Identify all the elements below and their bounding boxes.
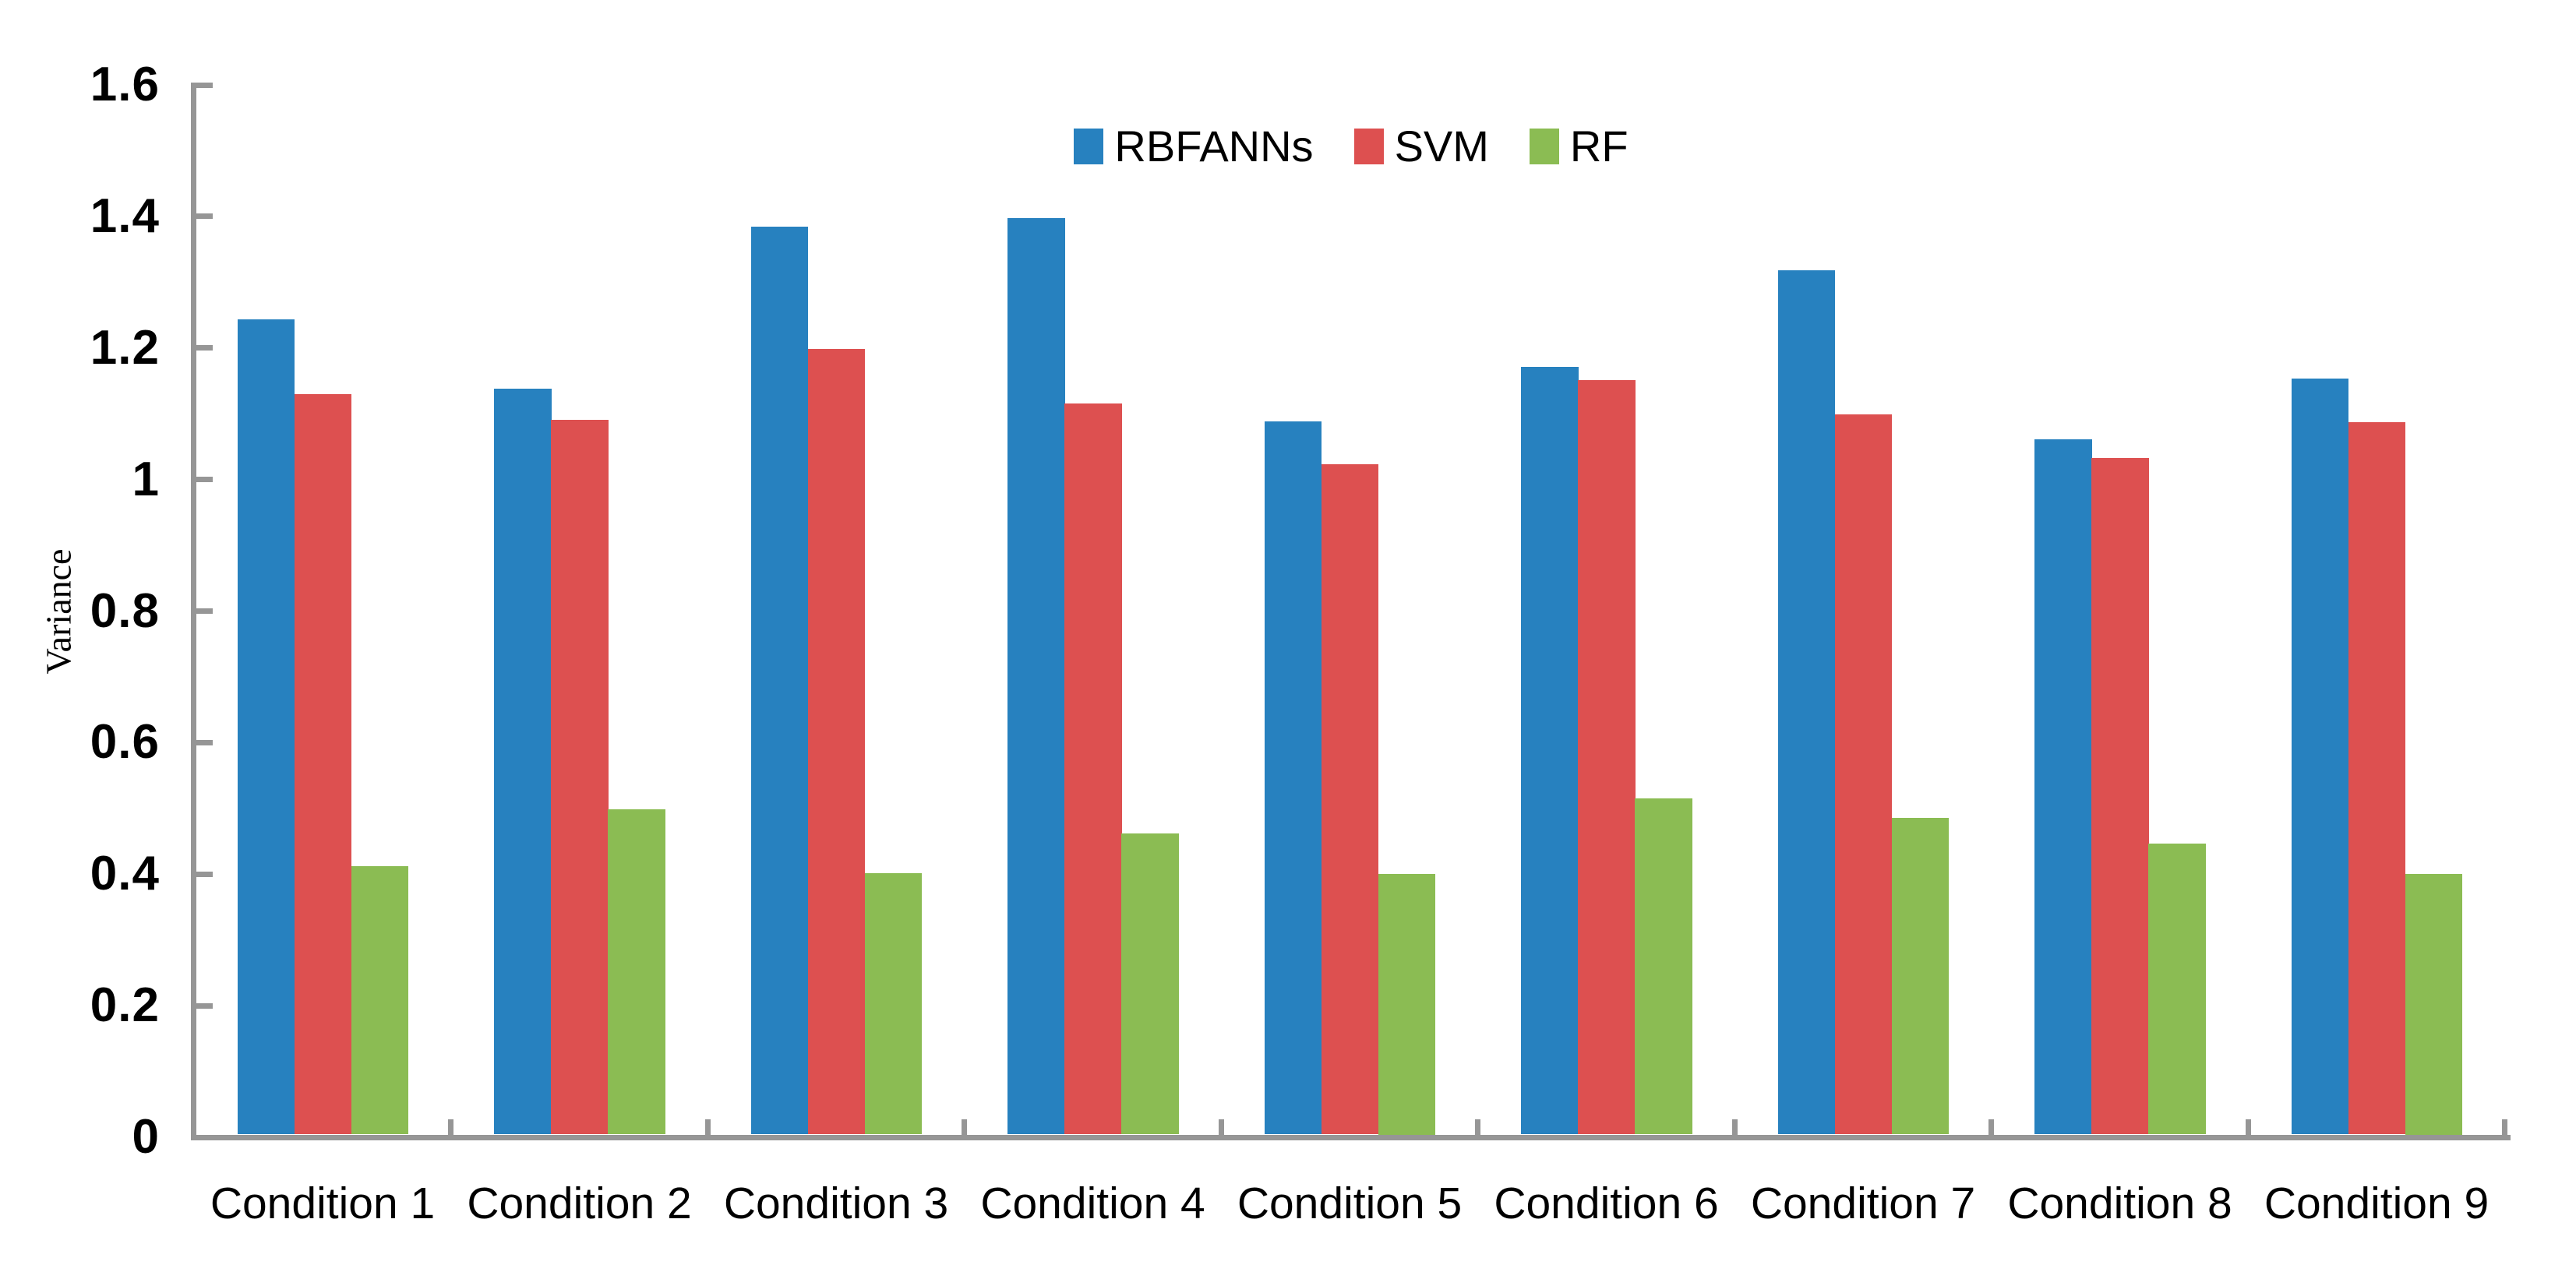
x-category-label: Condition 7 bbox=[1750, 1179, 1976, 1228]
bar-rf-6 bbox=[1635, 798, 1692, 1135]
x-category-label: Condition 5 bbox=[1237, 1179, 1463, 1228]
x-axis-tick bbox=[2502, 1119, 2508, 1135]
x-axis-tick bbox=[704, 1119, 711, 1135]
x-axis-tick bbox=[448, 1119, 454, 1135]
y-tick-label: 0 bbox=[132, 1110, 160, 1164]
bar-rbfanns-4 bbox=[1007, 218, 1065, 1135]
x-axis-tick bbox=[2245, 1119, 2251, 1135]
y-axis-tick bbox=[194, 82, 213, 88]
y-tick-label: 1.6 bbox=[90, 58, 160, 111]
bar-rbfanns-1 bbox=[237, 319, 295, 1135]
bar-rf-2 bbox=[608, 809, 665, 1135]
y-axis-tick bbox=[194, 477, 213, 483]
bar-rbfanns-6 bbox=[1521, 367, 1579, 1135]
y-tick-label: 1.4 bbox=[90, 189, 160, 243]
bar-rbfanns-5 bbox=[1264, 421, 1322, 1135]
x-category-label: Condition 2 bbox=[467, 1179, 692, 1228]
x-category-label: Condition 1 bbox=[210, 1179, 436, 1228]
bar-svm-2 bbox=[551, 419, 609, 1135]
bar-rf-7 bbox=[1891, 818, 1949, 1135]
bar-svm-4 bbox=[1064, 403, 1122, 1135]
y-axis-tick bbox=[194, 1002, 213, 1009]
bar-svm-6 bbox=[1578, 380, 1636, 1135]
legend-label: RBFANNs bbox=[1114, 122, 1314, 171]
legend-item-rbfanns: RBFANNs bbox=[1074, 122, 1314, 171]
bar-rf-4 bbox=[1121, 833, 1179, 1135]
y-axis-tick bbox=[194, 739, 213, 745]
legend-item-rf: RF bbox=[1529, 122, 1629, 171]
x-axis-tick bbox=[1988, 1119, 1995, 1135]
bar-svm-9 bbox=[2348, 422, 2405, 1135]
y-tick-label: 0.8 bbox=[90, 583, 160, 638]
x-axis-tick bbox=[962, 1119, 968, 1135]
x-category-label: Condition 3 bbox=[723, 1179, 949, 1228]
x-category-label: Condition 6 bbox=[1494, 1179, 1719, 1228]
bar-rf-3 bbox=[864, 873, 922, 1135]
bar-rbfanns-2 bbox=[494, 389, 552, 1135]
y-axis-tick bbox=[194, 213, 213, 220]
bar-svm-3 bbox=[807, 349, 865, 1135]
legend-swatch-icon bbox=[1074, 129, 1104, 164]
y-tick-label: 1 bbox=[132, 452, 160, 506]
bar-rf-5 bbox=[1378, 874, 1435, 1135]
bar-svm-8 bbox=[2091, 457, 2149, 1135]
y-axis-tick bbox=[194, 608, 213, 614]
x-category-label: Condition 4 bbox=[980, 1179, 1205, 1228]
x-category-label: Condition 8 bbox=[2007, 1179, 2232, 1228]
legend-item-svm: SVM bbox=[1353, 122, 1489, 171]
bar-rbfanns-9 bbox=[2291, 378, 2348, 1135]
y-tick-label: 0.6 bbox=[90, 715, 160, 770]
bar-rbfanns-7 bbox=[1777, 270, 1835, 1135]
bar-rf-1 bbox=[351, 866, 408, 1135]
legend-label: SVM bbox=[1394, 122, 1489, 171]
y-axis-tick bbox=[194, 345, 213, 351]
bar-rf-9 bbox=[2405, 874, 2462, 1135]
legend-swatch-icon bbox=[1353, 129, 1384, 164]
y-axis-tick bbox=[194, 871, 213, 877]
y-tick-label: 0.2 bbox=[90, 978, 160, 1033]
legend-label: RF bbox=[1569, 122, 1629, 171]
y-tick-label: 0.4 bbox=[90, 847, 160, 901]
x-axis-tick bbox=[1731, 1119, 1738, 1135]
bar-rbfanns-8 bbox=[2034, 439, 2092, 1135]
x-axis-line bbox=[191, 1135, 2511, 1140]
bar-svm-1 bbox=[294, 393, 351, 1135]
bar-rf-8 bbox=[2148, 843, 2206, 1135]
y-tick-label: 1.2 bbox=[90, 320, 160, 375]
bar-svm-5 bbox=[1321, 464, 1378, 1135]
x-category-label: Condition 9 bbox=[2264, 1179, 2490, 1228]
chart-legend: RBFANNs SVM RF bbox=[193, 125, 2509, 168]
bar-svm-7 bbox=[1834, 414, 1892, 1135]
y-axis-line bbox=[191, 83, 196, 1140]
x-axis-tick bbox=[1475, 1119, 1481, 1135]
legend-swatch-icon bbox=[1529, 129, 1559, 164]
bar-rbfanns-3 bbox=[750, 226, 808, 1135]
x-axis-tick bbox=[1218, 1119, 1224, 1135]
